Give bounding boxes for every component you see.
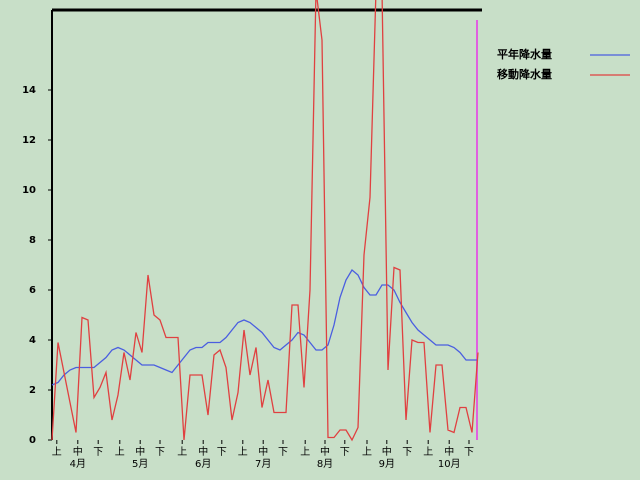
- y-tick-label: 8: [29, 235, 36, 246]
- x-tick-label: 下: [93, 447, 103, 458]
- month-label: 9月: [379, 458, 395, 470]
- y-tick-label: 12: [22, 135, 36, 146]
- y-tick-label: 2: [29, 385, 36, 396]
- x-tick-label: 中: [73, 445, 83, 458]
- x-tick-label: 下: [464, 447, 474, 458]
- month-label: 4月: [70, 458, 86, 470]
- month-label: 10月: [438, 458, 461, 470]
- x-tick-label: 上: [52, 446, 62, 458]
- x-tick-label: 下: [217, 447, 227, 458]
- x-tick-label: 上: [362, 446, 372, 458]
- x-tick-label: 下: [155, 447, 165, 458]
- y-tick-label: 4: [29, 335, 36, 346]
- x-tick-label: 下: [340, 447, 350, 458]
- x-tick-label: 中: [135, 445, 145, 458]
- month-label: 5月: [132, 458, 148, 470]
- x-tick-label: 中: [198, 445, 208, 458]
- legend-label: 移動降水量: [497, 67, 552, 81]
- x-tick-label: 上: [423, 446, 433, 458]
- series-line: [51, 269, 478, 386]
- x-tick-label: 上: [300, 446, 310, 458]
- series-line: [51, 0, 479, 442]
- x-tick-label: 下: [278, 447, 288, 458]
- x-tick-label: 上: [177, 446, 187, 458]
- month-label: 8月: [317, 458, 333, 470]
- x-tick-label: 中: [444, 445, 454, 458]
- y-tick-label: 10: [22, 185, 36, 196]
- x-tick-label: 中: [320, 445, 330, 458]
- x-tick-label: 中: [258, 445, 268, 458]
- month-label: 7月: [255, 458, 271, 470]
- month-label: 6月: [195, 458, 211, 470]
- y-tick-label: 14: [22, 85, 36, 96]
- y-tick-label: 6: [29, 285, 36, 296]
- legend-label: 平年降水量: [497, 47, 552, 61]
- x-tick-label: 中: [382, 445, 392, 458]
- y-tick-label: 0: [29, 435, 36, 446]
- x-tick-label: 上: [115, 446, 125, 458]
- x-tick-label: 上: [238, 446, 248, 458]
- x-tick-label: 下: [402, 447, 412, 458]
